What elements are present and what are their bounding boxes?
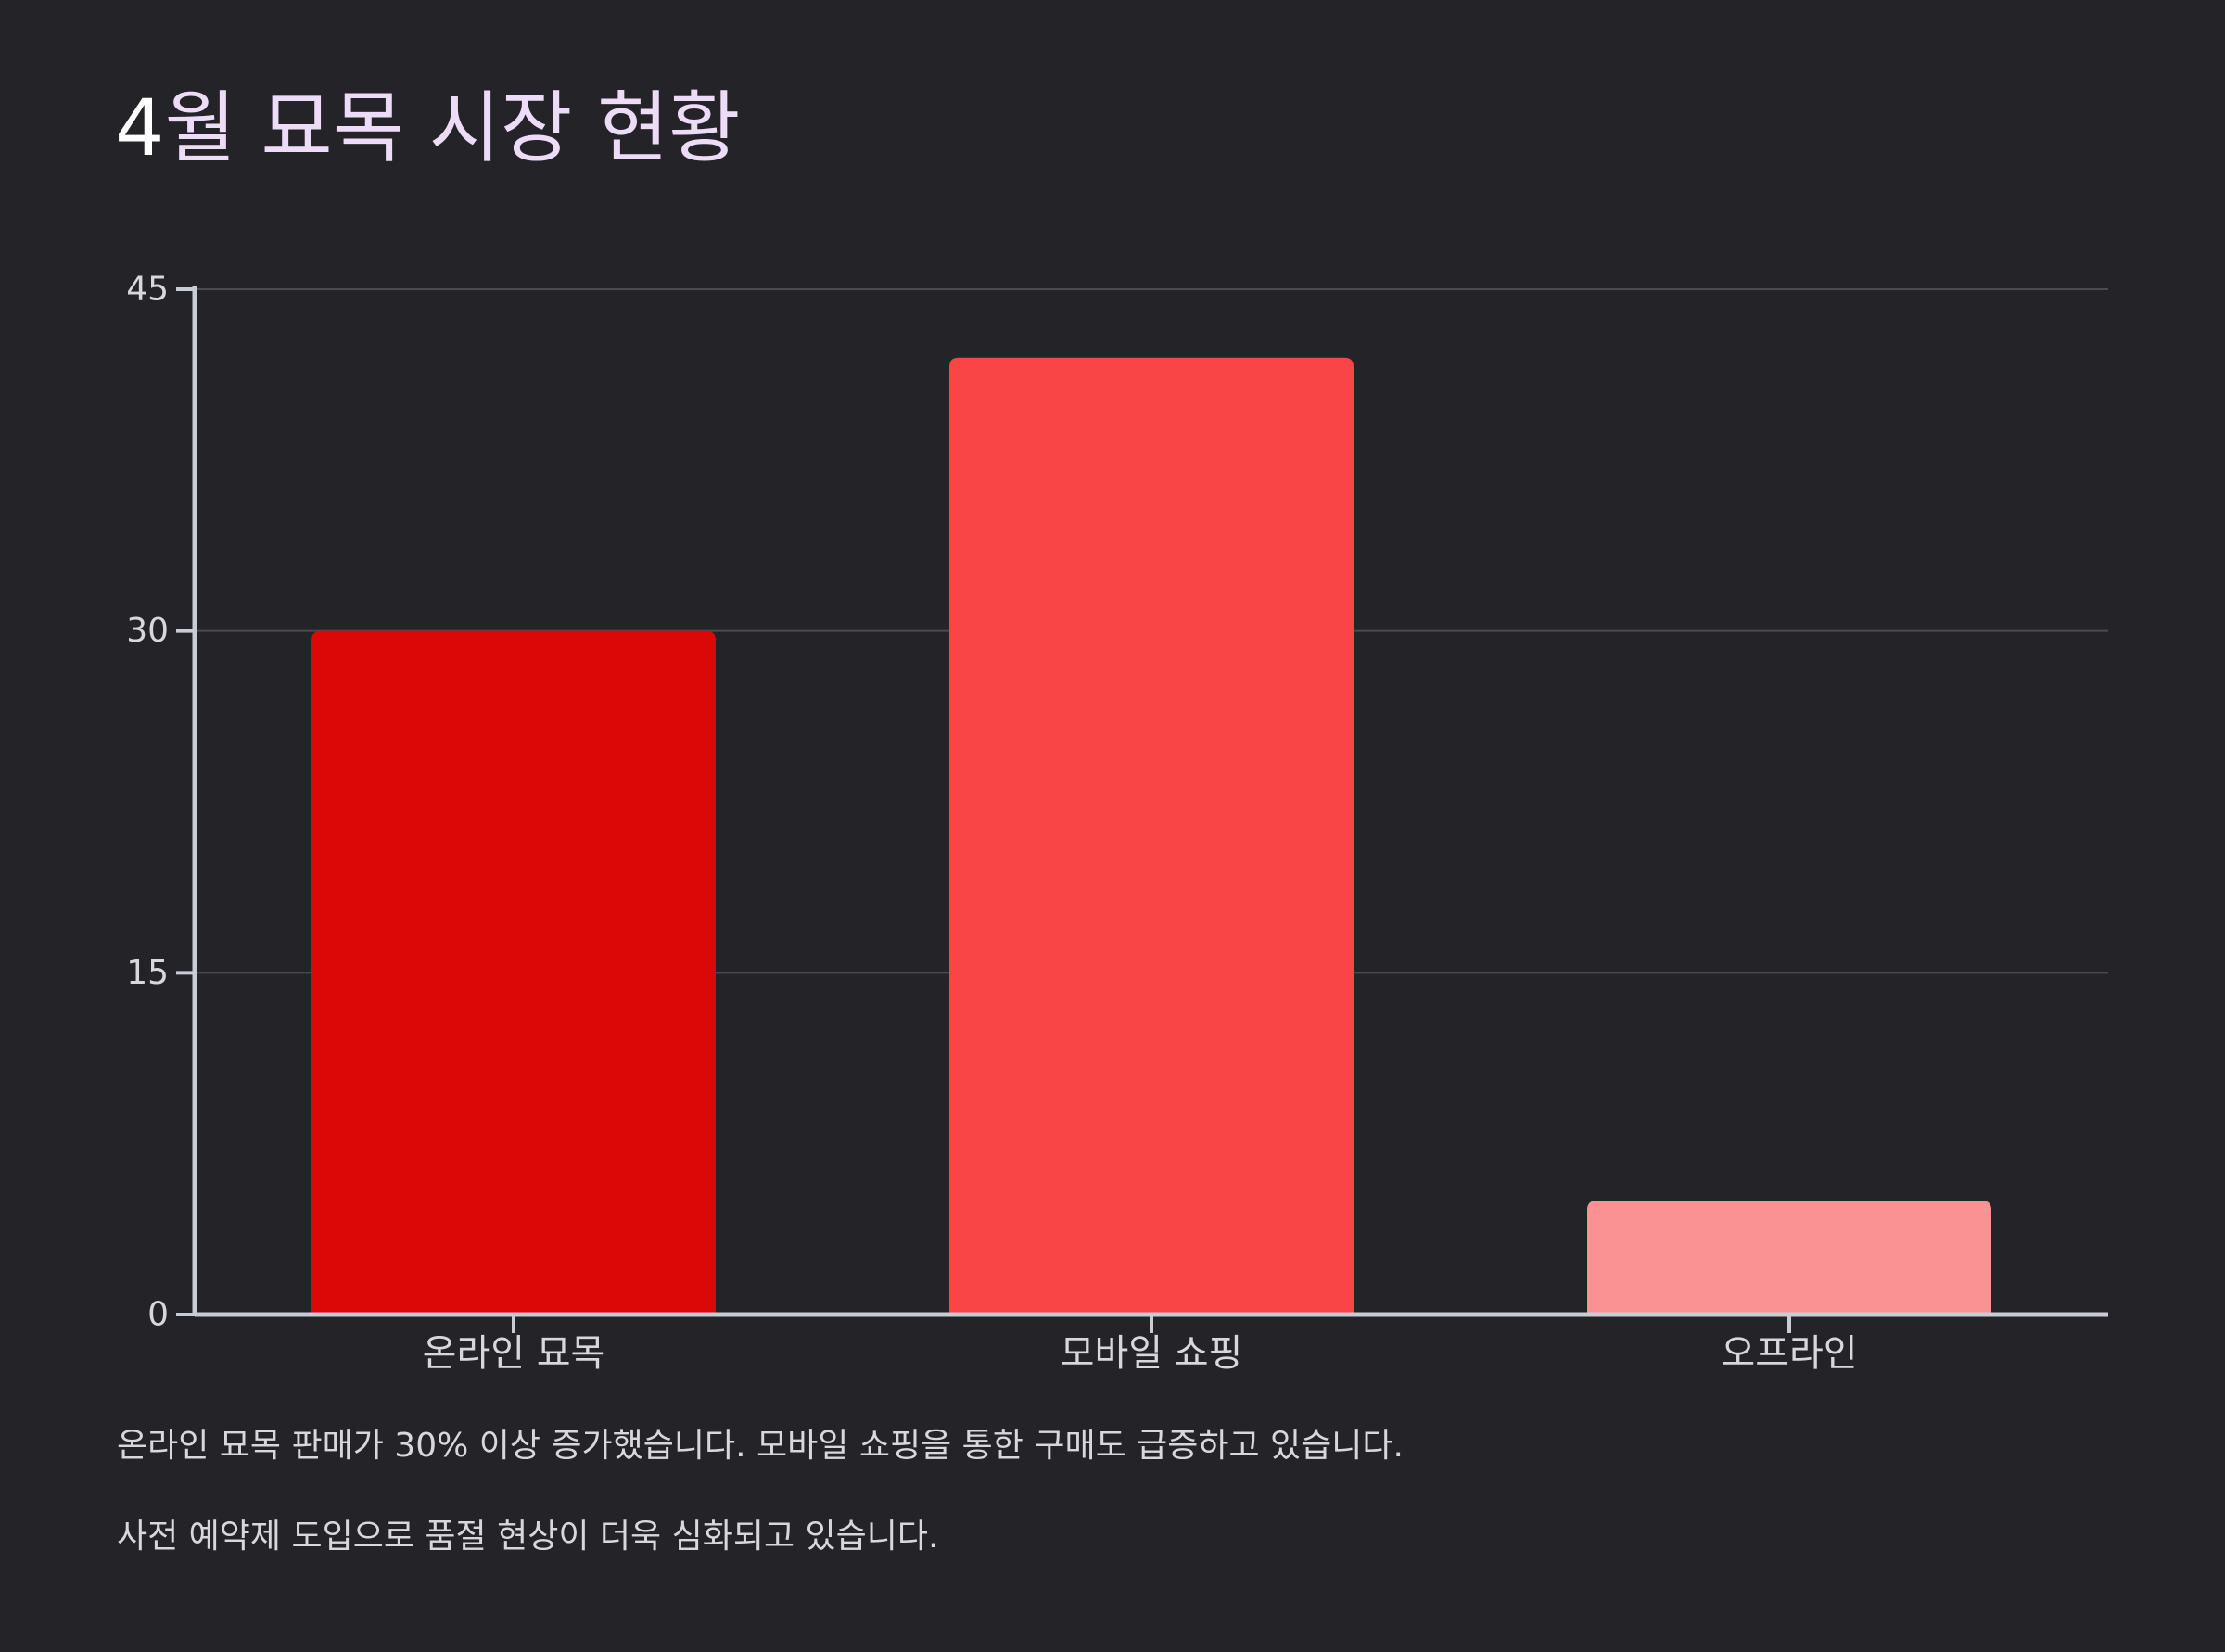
caption-line-2: 사전 예약제 도입으로 품절 현상이 더욱 심화되고 있습니다. <box>117 1518 939 1556</box>
x-tick-label-2: 오프라인 <box>1721 1332 1857 1375</box>
bar-chart: 0 15 30 45 온라인 묘목 모바일 쇼핑 오프라인 <box>126 271 2108 1376</box>
axes <box>176 286 2108 1333</box>
x-tick-label-1: 모바일 쇼핑 <box>1061 1332 1243 1375</box>
y-tick-label-2: 30 <box>126 612 169 650</box>
chart-title-number: 4 <box>115 83 165 173</box>
chart-title-text: 월 묘목 시장 현황 <box>164 83 741 173</box>
y-tick-label-1: 15 <box>126 954 169 992</box>
bar-1 <box>949 357 1354 1315</box>
chart-title: 4월 묘목 시장 현황 <box>115 89 741 167</box>
x-tick-label-0: 온라인 묘목 <box>423 1332 605 1375</box>
caption-line-1: 온라인 묘목 판매가 30% 이상 증가했습니다. 모바일 쇼핑을 통한 구매도… <box>117 1427 1404 1465</box>
y-tick-label-0: 0 <box>147 1296 169 1334</box>
bars <box>312 357 1991 1315</box>
y-tick-label-3: 45 <box>126 271 169 309</box>
bar-2 <box>1587 1201 1991 1315</box>
axis-labels: 0 15 30 45 온라인 묘목 모바일 쇼핑 오프라인 <box>126 271 1857 1376</box>
bar-0 <box>312 630 716 1315</box>
